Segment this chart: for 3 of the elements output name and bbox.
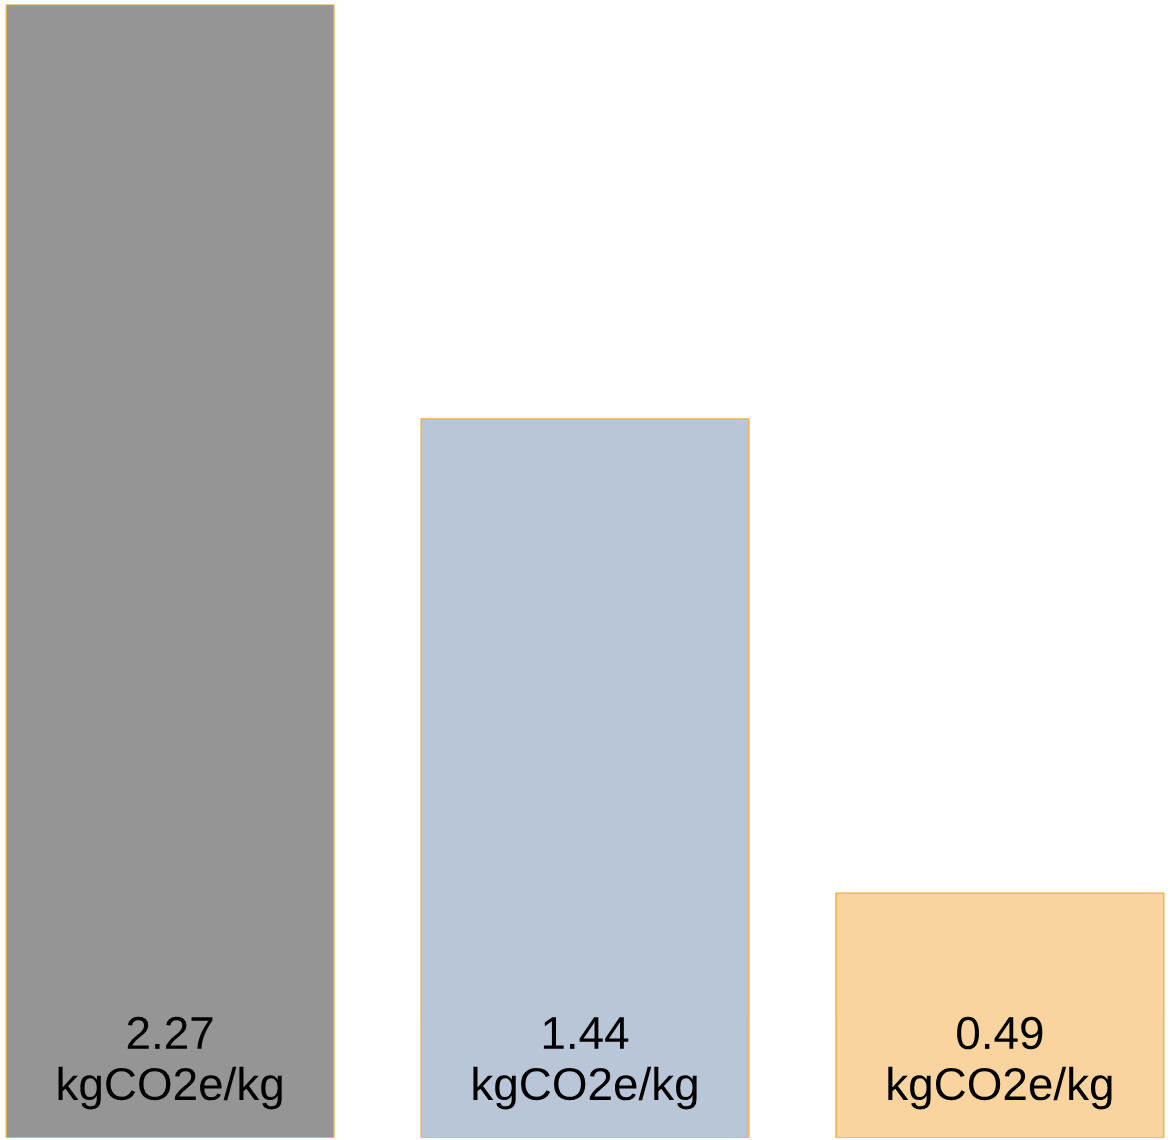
data-label: 0.49 kgCO2e/kg (888, 1016, 1112, 1110)
data-label: 2.27 kgCO2e/kg (58, 1016, 282, 1110)
data-label: 1.44 kgCO2e/kg (473, 1017, 697, 1110)
